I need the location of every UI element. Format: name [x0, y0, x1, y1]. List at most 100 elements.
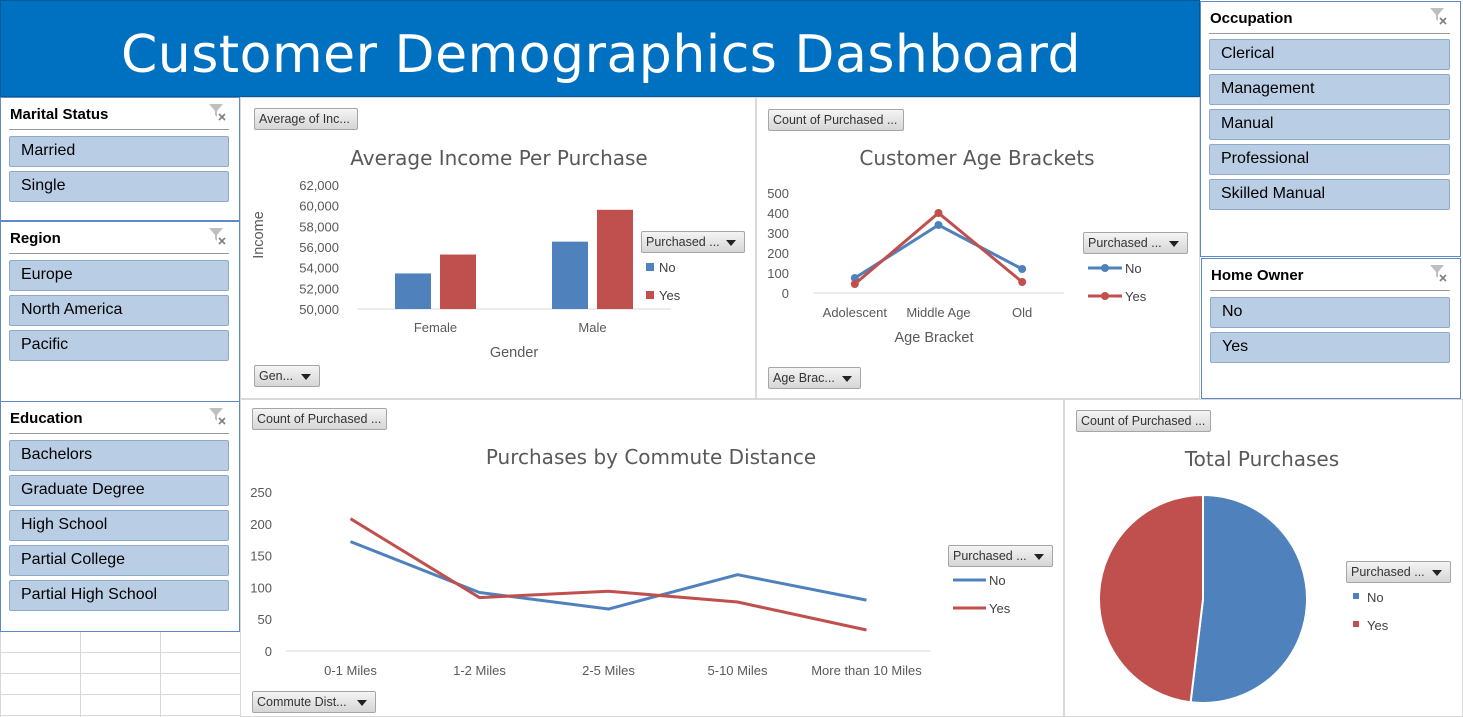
slicer-item-clerical[interactable]: Clerical — [1209, 39, 1450, 70]
y-tick-label: 100 — [250, 580, 272, 595]
slicer-item-management[interactable]: Management — [1209, 74, 1450, 105]
legend-label: No — [989, 573, 1006, 588]
slicer-item-europe[interactable]: Europe — [9, 260, 229, 291]
title-banner: Customer Demographics Dashboard — [0, 0, 1200, 97]
total-chart-panel: Count of Purchased ... Purchased ... Tot… — [1064, 399, 1463, 717]
slicer-item-no[interactable]: No — [1210, 297, 1450, 328]
slicer-item-professional[interactable]: Professional — [1209, 144, 1450, 175]
legend-swatch-yes — [646, 291, 654, 299]
legend-marker-yes — [1101, 292, 1109, 300]
series-line-yes — [853, 211, 1024, 286]
slicer-item-bachelors[interactable]: Bachelors — [9, 440, 229, 471]
clear-filter-icon[interactable] — [207, 406, 227, 426]
x-tick-label: 5-10 Miles — [708, 663, 768, 678]
x-axis-title: Gender — [490, 345, 539, 361]
commute-value-field-button[interactable]: Count of Purchased ... — [252, 408, 387, 430]
y-tick-label: 200 — [250, 517, 272, 532]
chart-title: Total Purchases — [1184, 447, 1339, 471]
series-line-no — [349, 540, 867, 611]
age-value-field-button[interactable]: Count of Purchased ... — [768, 109, 904, 131]
legend-label: Yes — [659, 288, 681, 303]
slicer-item-partial-high-school[interactable]: Partial High School — [9, 580, 229, 611]
slicer-item-yes[interactable]: Yes — [1210, 332, 1450, 363]
slicer-item-married[interactable]: Married — [9, 136, 229, 167]
x-tick-label: Adolescent — [823, 305, 888, 320]
commute-axis-field-button[interactable]: Commute Dist... — [252, 691, 376, 713]
y-tick-label: 0 — [782, 286, 789, 301]
legend-label: No — [659, 260, 676, 275]
bar-yes-male — [597, 209, 633, 309]
x-tick-label: 0-1 Miles — [324, 663, 377, 678]
clear-filter-icon[interactable] — [1428, 263, 1448, 283]
point-yes-0 — [850, 280, 859, 288]
slicer-title: Region — [10, 230, 61, 247]
field-button-label: Purchased ... — [1351, 565, 1425, 579]
dropdown-arrow-icon — [842, 376, 852, 382]
clear-filter-icon[interactable] — [207, 226, 227, 246]
slicer-occupation: Occupation Clerical Management Manual Pr… — [1200, 1, 1461, 257]
y-tick-label: 60,000 — [299, 199, 339, 214]
income-chart-panel: Average of Inc... Gen... Purchased ... A… — [240, 97, 756, 399]
dropdown-arrow-icon — [357, 700, 367, 706]
income-axis-field-button[interactable]: Gen... — [254, 365, 320, 387]
y-tick-label: 150 — [250, 549, 272, 564]
total-legend-field-button[interactable]: Purchased ... — [1346, 561, 1451, 583]
age-axis-field-button[interactable]: Age Brac... — [768, 367, 861, 389]
y-tick-label: 250 — [250, 485, 272, 500]
income-legend-field-button[interactable]: Purchased ... — [641, 231, 745, 253]
point-no-2 — [1018, 265, 1027, 273]
x-tick-label: Male — [578, 320, 606, 335]
pie-slice-no — [1189, 493, 1308, 704]
clear-filter-icon[interactable] — [207, 102, 227, 122]
point-no-1 — [934, 221, 943, 229]
slicer-title: Occupation — [1210, 10, 1293, 27]
slicer-item-skilled-manual[interactable]: Skilled Manual — [1209, 179, 1450, 210]
y-tick-label: 52,000 — [299, 281, 339, 296]
legend-label: Yes — [1125, 289, 1147, 304]
point-no-0 — [850, 274, 859, 282]
legend-label: Yes — [1367, 618, 1389, 633]
pie-slice-yes — [1098, 493, 1204, 704]
slicer-item-manual[interactable]: Manual — [1209, 109, 1450, 140]
y-tick-label: 100 — [767, 266, 789, 281]
slicer-item-partial-college[interactable]: Partial College — [9, 545, 229, 576]
slicer-home-owner: Home Owner No Yes — [1201, 258, 1461, 399]
legend-label: No — [1367, 590, 1384, 605]
x-tick-label: Old — [1012, 305, 1032, 320]
income-value-field-button[interactable]: Average of Inc... — [254, 108, 358, 130]
x-tick-label: 2-5 Miles — [582, 663, 635, 678]
y-tick-label: 500 — [767, 186, 789, 201]
slicer-title: Home Owner — [1211, 267, 1304, 284]
slicer-item-graduate-degree[interactable]: Graduate Degree — [9, 475, 229, 506]
total-value-field-button[interactable]: Count of Purchased ... — [1076, 410, 1211, 432]
commute-chart: Purchases by Commute Distance 0 50 100 150 20… — [250, 445, 1011, 678]
slicer-item-north-america[interactable]: North America — [9, 295, 229, 326]
commute-legend-field-button[interactable]: Purchased ... — [948, 545, 1053, 567]
chart-title: Average Income Per Purchase — [350, 146, 648, 170]
clear-filter-icon[interactable] — [1428, 6, 1448, 26]
legend-marker-no — [1101, 264, 1109, 272]
bar-yes-female — [440, 254, 476, 309]
x-axis-title: Age Bracket — [895, 330, 974, 346]
legend-swatch-yes — [1353, 621, 1359, 627]
age-legend-field-button[interactable]: Purchased ... — [1083, 232, 1188, 254]
y-tick-label: 56,000 — [299, 240, 339, 255]
total-chart: Total Purchases No Yes — [1098, 447, 1389, 704]
y-tick-label: 300 — [767, 226, 789, 241]
chart-title: Customer Age Brackets — [859, 146, 1094, 170]
slicer-item-pacific[interactable]: Pacific — [9, 330, 229, 361]
commute-chart-panel: Count of Purchased ... Commute Dist... P… — [240, 399, 1064, 717]
slicer-region: Region Europe North America Pacific — [0, 221, 240, 402]
age-chart-panel: Count of Purchased ... Age Brac... Purch… — [756, 97, 1200, 399]
field-button-label: Purchased ... — [1088, 236, 1162, 250]
dropdown-arrow-icon — [726, 240, 736, 246]
slicer-item-high-school[interactable]: High School — [9, 510, 229, 541]
slicer-item-single[interactable]: Single — [9, 171, 229, 202]
field-button-label: Gen... — [259, 369, 294, 383]
field-button-label: Age Brac... — [773, 371, 835, 385]
y-axis-title: Income — [251, 211, 267, 259]
y-tick-label: 54,000 — [299, 261, 339, 276]
y-tick-label: 62,000 — [299, 178, 339, 193]
legend-label: Yes — [989, 601, 1011, 616]
x-tick-label: More than 10 Miles — [811, 663, 922, 678]
